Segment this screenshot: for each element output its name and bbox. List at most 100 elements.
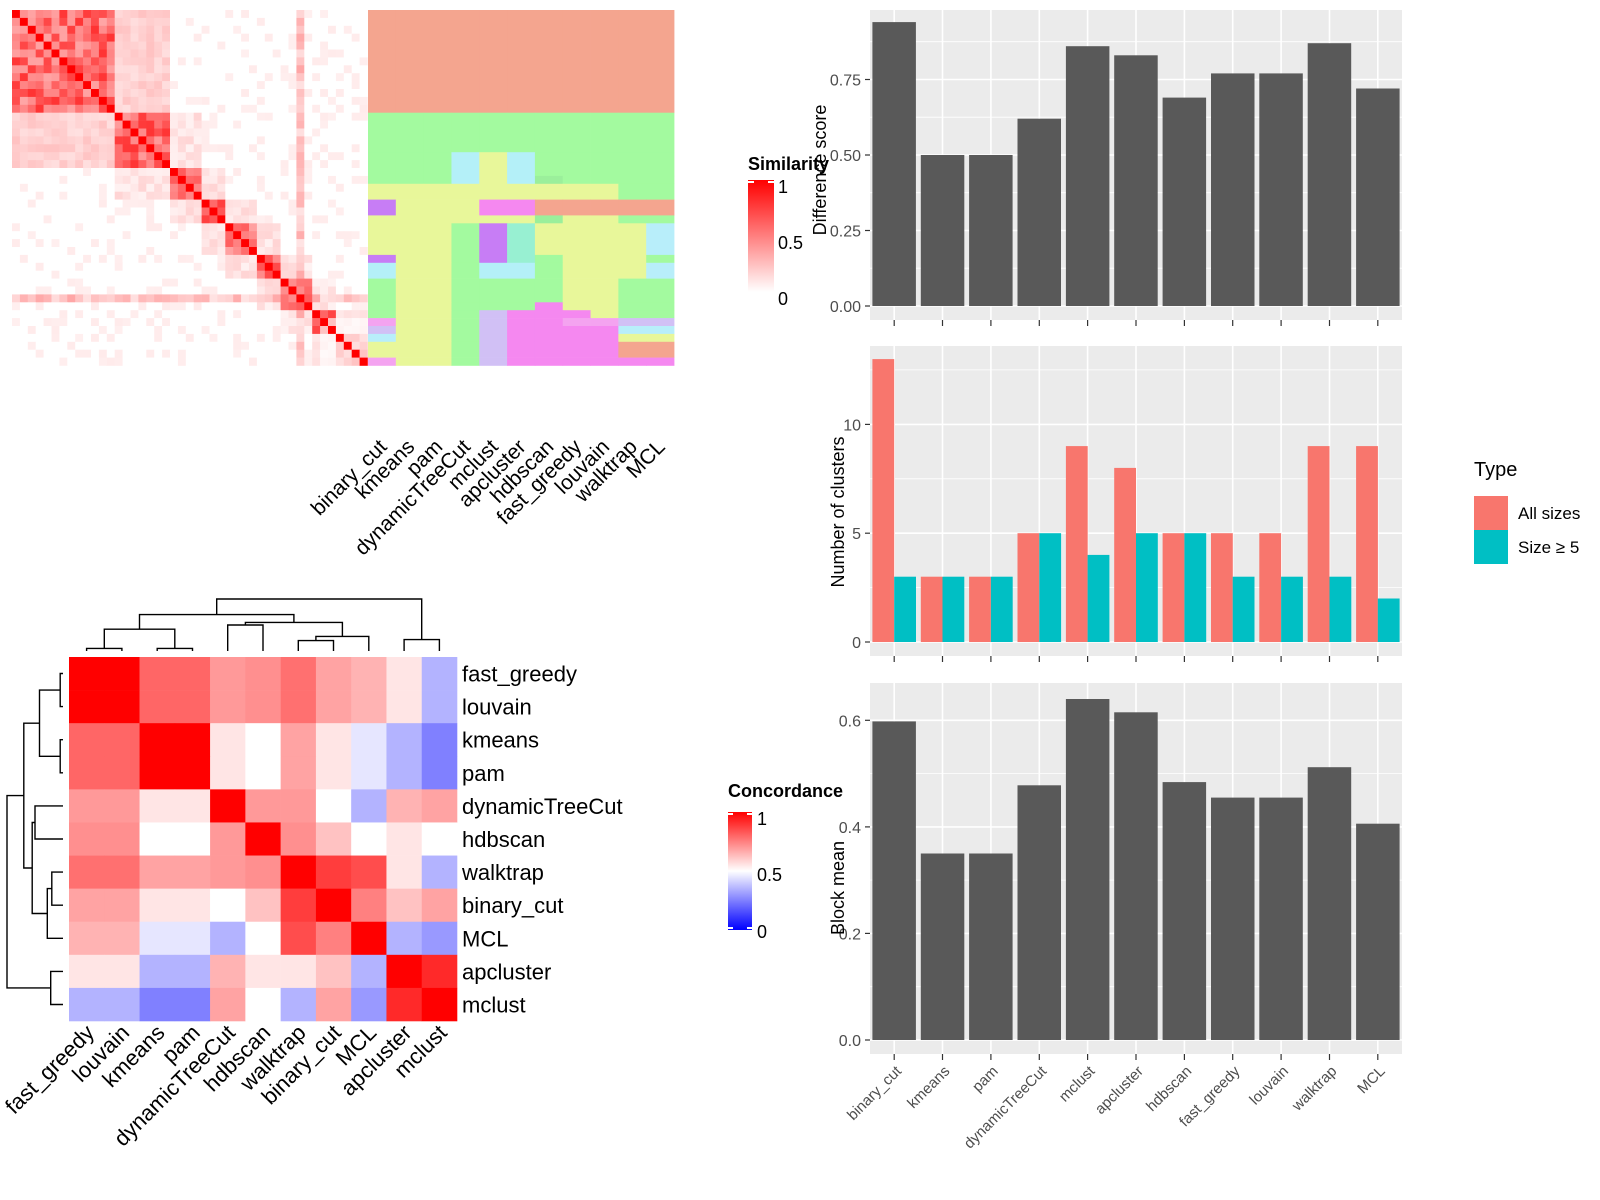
similarity-cell [130,191,139,200]
similarity-cell [296,96,305,106]
similarity-cell [27,262,36,271]
bar [1065,46,1110,306]
concordance-cell [351,822,387,856]
similarity-cell [209,262,218,271]
similarity-cell [328,294,337,303]
similarity-cell [12,294,21,303]
similarity-cell [154,247,163,256]
similarity-cell [154,49,163,58]
concordance-cell [139,987,176,1022]
legend-label-all-sizes: All sizes [1518,504,1580,523]
similarity-cell [201,41,210,50]
similarity-cell [335,104,345,113]
membership-cell [479,333,508,343]
similarity-cell [320,73,329,82]
similarity-cell [19,357,29,366]
similarity-cell [256,57,266,66]
concordance-cell [139,756,176,790]
similarity-cell [217,89,226,98]
membership-cell [507,199,536,216]
similarity-cell [122,73,131,82]
similarity-cell [233,136,242,145]
membership-cell [646,199,675,216]
membership-cell [590,357,619,366]
similarity-cell [312,341,321,350]
similarity-cell [12,152,21,161]
similarity-cell [272,128,281,137]
similarity-cell [296,120,305,129]
membership-cell [395,254,425,264]
similarity-cell [288,152,297,161]
similarity-cell [249,168,258,177]
similarity-cell [177,333,187,343]
similarity-cell [75,96,84,106]
membership-cell [646,310,675,319]
similarity-cell [27,152,36,161]
similarity-cell [138,96,147,106]
similarity-cell [201,326,210,335]
similarity-cell [320,17,329,27]
similarity-legend-title: Similarity [748,154,829,174]
similarity-cell [170,270,179,279]
similarity-cell [233,57,242,66]
similarity-cell [43,17,52,27]
concordance-cell [245,888,281,923]
similarity-cell [67,318,76,327]
similarity-cell [114,357,123,366]
bar-x-label: dynamicTreeCut [961,1062,1051,1152]
similarity-cell [162,168,171,177]
similarity-cell [170,326,179,335]
similarity-cell [201,81,210,90]
similarity-cell [217,223,226,232]
similarity-cell [351,357,360,366]
similarity-cell [335,41,345,50]
similarity-cell [154,73,163,82]
similarity-cell [35,254,44,264]
similarity-cell [43,120,52,129]
similarity-cell [51,357,60,366]
similarity-cell [359,168,368,177]
similarity-cell [43,278,52,287]
similarity-cell [19,254,29,264]
similarity-cell [335,223,345,232]
similarity-cell [114,183,123,192]
similarity-cell [91,49,100,58]
similarity-cell [351,168,360,177]
similarity-cell [272,57,281,66]
block-mean-panel: 0.00.20.40.6 [839,683,1402,1060]
similarity-cell [320,349,329,358]
similarity-cell [43,326,52,335]
membership-cell [479,215,508,224]
similarity-cell [130,57,139,66]
similarity-cell [138,333,147,343]
similarity-cell [67,199,76,208]
similarity-cell [312,10,321,19]
similarity-cell [320,49,329,58]
similarity-cell [154,81,163,90]
membership-cell [423,341,452,358]
concordance-cell [174,690,211,724]
similarity-cell [225,254,234,264]
similarity-cell [154,310,163,319]
similarity-cell [51,183,60,192]
similarity-cell [320,326,329,335]
similarity-cell [264,128,273,137]
similarity-cell [225,81,234,90]
similarity-cell [256,326,266,335]
similarity-cell [296,318,305,327]
similarity-cell [320,136,329,145]
membership-cell [423,357,452,366]
similarity-cell [209,349,218,358]
similarity-cell [12,223,21,232]
similarity-cell [154,41,163,50]
similarity-cell [343,41,352,50]
similarity-cell [106,247,115,256]
similarity-cell [170,199,179,208]
similarity-cell [59,136,68,145]
similarity-cell [12,302,21,311]
similarity-cell [351,333,360,343]
similarity-cell [241,333,250,343]
similarity-cell [185,191,194,200]
similarity-cell [328,207,337,216]
concordance-cell [315,954,352,989]
